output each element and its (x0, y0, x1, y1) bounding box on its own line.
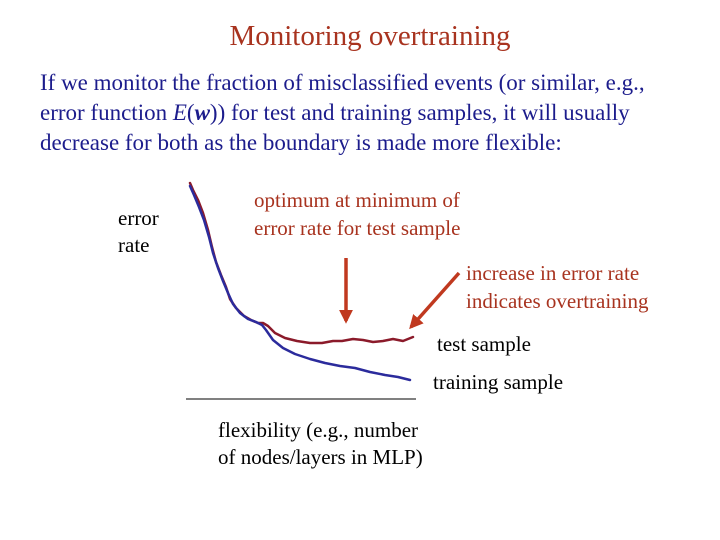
overtraining-annotation-line-1: increase in error rate (466, 261, 640, 285)
test-sample-label: test sample (437, 332, 531, 356)
intro-E-symbol: E (172, 100, 187, 125)
x-axis-label: flexibility (e.g., number of nodes/layer… (218, 417, 423, 471)
overtraining-annotation-line-2: indicates overtraining (466, 289, 649, 313)
overtraining-arrow (409, 271, 461, 330)
x-axis-label-line-2: of nodes/layers in MLP) (218, 445, 423, 469)
intro-open-paren: ( (186, 100, 195, 125)
intro-line-2-end: )) for test and training samples, it wil… (209, 100, 630, 125)
training-sample-label: training sample (433, 370, 564, 394)
intro-line-2: error function E(w)) for test and traini… (40, 98, 645, 128)
y-axis-label: error rate (118, 205, 159, 259)
intro-text: If we monitor the fraction of misclassif… (40, 68, 645, 158)
optimum-annotation-line-1: optimum at minimum of (254, 188, 460, 212)
training-sample-curve (188, 184, 412, 382)
x-axis-label-line-1: flexibility (e.g., number (218, 418, 419, 442)
intro-w-symbol: w (194, 100, 210, 125)
overtraining-annotation: increase in error rate indicates overtra… (466, 259, 649, 315)
y-axis-label-line-1: error (118, 206, 159, 230)
intro-line-1: If we monitor the fraction of misclassif… (40, 70, 645, 95)
y-axis-label-line-2: rate (118, 233, 150, 257)
slide-title: Monitoring overtraining (229, 20, 511, 52)
optimum-annotation-line-2: error rate for test sample (254, 216, 461, 240)
optimum-annotation: optimum at minimum of error rate for tes… (254, 186, 460, 242)
intro-line-2-start: error function (40, 100, 173, 125)
intro-line-3: decrease for both as the boundary is mad… (40, 130, 562, 155)
